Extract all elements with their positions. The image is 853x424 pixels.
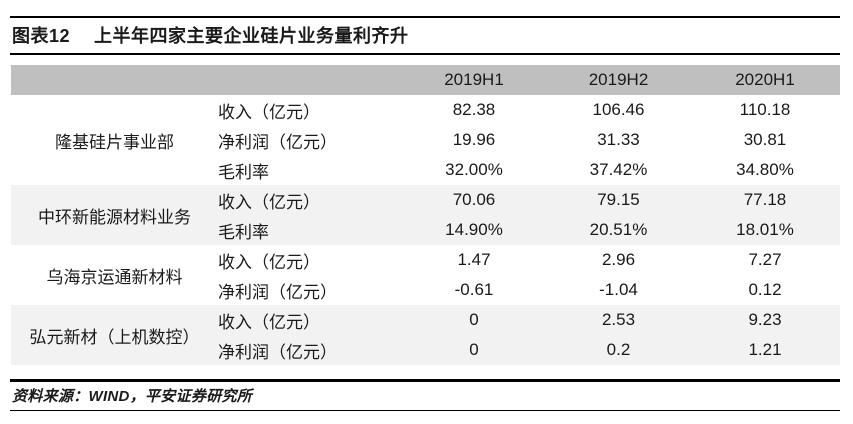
value-cell: 30.81 (743, 130, 787, 149)
source-note: 资料来源：WIND，平安证券研究所 (12, 388, 253, 405)
company-cell: 隆基硅片事业部 (55, 132, 174, 152)
value-cell: 20.51% (547, 215, 690, 245)
figure-titlebar: 图表12 上半年四家主要企业硅片业务量利齐升 (10, 18, 840, 53)
metric-cell: 毛利率 (218, 215, 401, 245)
metric-cell: 收入（亿元） (218, 252, 320, 272)
period-header: 2020H1 (690, 65, 840, 95)
period-header: 2019H2 (547, 65, 690, 95)
table-row: 毛利率 14.90% 20.51% 18.01% (11, 215, 840, 245)
value-cell: 7.27 (748, 250, 782, 269)
footer-bottom-rule (10, 410, 840, 411)
value-cell: 82.38 (452, 100, 496, 119)
table-row: 净利润（亿元） -0.61 -1.04 0.12 (11, 275, 840, 305)
metric-cell: 收入（亿元） (218, 185, 401, 215)
value-cell: 2.53 (547, 305, 690, 335)
value-cell: -0.61 (454, 280, 494, 299)
value-cell: 2.96 (601, 250, 636, 269)
metric-cell: 收入（亿元） (218, 305, 401, 335)
value-cell: 19.96 (452, 130, 496, 149)
value-cell: 77.18 (690, 185, 840, 215)
value-cell: 106.46 (592, 100, 645, 119)
company-cell: 弘元新材（上机数控） (11, 305, 218, 365)
table-row: 毛利率 32.00% 37.42% 34.80% (11, 155, 840, 185)
table-row: 隆基硅片事业部 收入（亿元） 82.38 106.46 110.18 (11, 95, 840, 152)
company-cell: 中环新能源材料业务 (11, 185, 218, 245)
table-row: 中环新能源材料业务 收入（亿元） 70.06 79.15 77.18 (11, 185, 840, 245)
title-bottom-rule (10, 53, 840, 55)
value-cell: 31.33 (597, 130, 640, 149)
value-cell: 14.90% (401, 215, 547, 245)
table-row: 弘元新材（上机数控） 收入（亿元） 0 2.53 9.23 (11, 305, 840, 365)
value-cell: 0 (401, 305, 547, 335)
footer-top-rule (10, 379, 840, 382)
metric-cell: 净利润（亿元） (218, 335, 401, 365)
period-header: 2019H1 (401, 65, 547, 95)
value-cell: 34.80% (736, 160, 794, 179)
value-cell: -1.04 (599, 280, 638, 299)
value-cell: 18.01% (690, 215, 840, 245)
value-cell: 0.2 (547, 335, 690, 365)
table-row: 乌海京运通新材料 收入（亿元） 1.47 2.96 7.27 (11, 245, 840, 287)
value-cell: 110.18 (739, 100, 791, 119)
metric-cell: 收入（亿元） (218, 102, 320, 122)
value-cell: 9.23 (690, 305, 840, 335)
company-cell: 乌海京运通新材料 (46, 267, 183, 287)
metric-cell: 净利润（亿元） (218, 132, 337, 152)
report-figure-page: 图表12 上半年四家主要企业硅片业务量利齐升 2019H1 2019H2 202… (0, 16, 853, 424)
metric-cell: 毛利率 (218, 162, 269, 182)
table-row: 净利润（亿元） 19.96 31.33 30.81 (11, 125, 840, 155)
metric-cell: 净利润（亿元） (218, 282, 337, 302)
value-cell: 70.06 (401, 185, 547, 215)
header-spacer-cell (11, 65, 401, 95)
title-top-rule (10, 16, 840, 18)
table-header-row: 2019H1 2019H2 2020H1 (11, 65, 840, 95)
value-cell: 0.12 (748, 280, 782, 299)
value-cell: 32.00% (445, 160, 503, 179)
value-cell: 37.42% (589, 160, 648, 179)
value-cell: 1.21 (690, 335, 840, 365)
figure-title: 上半年四家主要企业硅片业务量利齐升 (94, 26, 409, 46)
financial-table: 2019H1 2019H2 2020H1 隆基硅片事业部 收入（亿元） 82.3… (11, 65, 840, 365)
figure-label: 图表12 (12, 26, 71, 46)
table-row: 净利润（亿元） 0 0.2 1.21 (11, 335, 840, 365)
value-cell: 1.47 (457, 250, 491, 269)
value-cell: 0 (401, 335, 547, 365)
value-cell: 79.15 (547, 185, 690, 215)
